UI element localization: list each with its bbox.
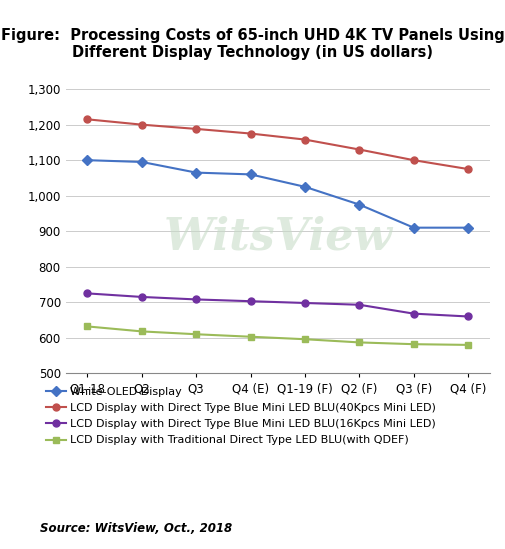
Line: LCD Display with Direct Type Blue Mini LED BLU(16Kpcs Mini LED): LCD Display with Direct Type Blue Mini L… <box>84 290 472 320</box>
Line: LCD Display with Direct Type Blue Mini LED BLU(40Kpcs Mini LED): LCD Display with Direct Type Blue Mini L… <box>84 116 472 172</box>
White-OLED Display <box>84 157 90 164</box>
LCD Display with Direct Type Blue Mini LED BLU(40Kpcs Mini LED) <box>247 130 254 137</box>
White-OLED Display <box>193 169 199 176</box>
Text: Figure:  Processing Costs of 65-inch UHD 4K TV Panels Using
Different Display Te: Figure: Processing Costs of 65-inch UHD … <box>1 28 504 60</box>
LCD Display with Direct Type Blue Mini LED BLU(40Kpcs Mini LED) <box>193 126 199 132</box>
LCD Display with Direct Type Blue Mini LED BLU(16Kpcs Mini LED) <box>139 294 145 300</box>
LCD Display with Traditional Direct Type LED BLU(with QDEF) <box>247 333 254 340</box>
Text: Source: WitsView, Oct., 2018: Source: WitsView, Oct., 2018 <box>40 522 232 535</box>
White-OLED Display <box>411 225 417 231</box>
Text: WitsView: WitsView <box>163 216 392 259</box>
LCD Display with Traditional Direct Type LED BLU(with QDEF) <box>357 339 363 346</box>
LCD Display with Direct Type Blue Mini LED BLU(16Kpcs Mini LED) <box>357 301 363 308</box>
LCD Display with Direct Type Blue Mini LED BLU(40Kpcs Mini LED) <box>411 157 417 164</box>
LCD Display with Direct Type Blue Mini LED BLU(40Kpcs Mini LED) <box>84 116 90 122</box>
White-OLED Display <box>247 171 254 178</box>
LCD Display with Traditional Direct Type LED BLU(with QDEF) <box>139 328 145 335</box>
LCD Display with Direct Type Blue Mini LED BLU(40Kpcs Mini LED) <box>302 136 308 143</box>
LCD Display with Direct Type Blue Mini LED BLU(16Kpcs Mini LED) <box>247 298 254 305</box>
White-OLED Display <box>357 201 363 208</box>
LCD Display with Traditional Direct Type LED BLU(with QDEF) <box>465 341 471 348</box>
White-OLED Display <box>465 225 471 231</box>
LCD Display with Direct Type Blue Mini LED BLU(40Kpcs Mini LED) <box>139 121 145 128</box>
Legend: White-OLED Display, LCD Display with Direct Type Blue Mini LED BLU(40Kpcs Mini L: White-OLED Display, LCD Display with Dir… <box>46 387 436 445</box>
White-OLED Display <box>302 183 308 190</box>
Line: White-OLED Display: White-OLED Display <box>84 156 472 231</box>
LCD Display with Direct Type Blue Mini LED BLU(16Kpcs Mini LED) <box>193 296 199 302</box>
LCD Display with Traditional Direct Type LED BLU(with QDEF) <box>193 331 199 338</box>
LCD Display with Direct Type Blue Mini LED BLU(16Kpcs Mini LED) <box>84 290 90 296</box>
LCD Display with Direct Type Blue Mini LED BLU(40Kpcs Mini LED) <box>357 146 363 153</box>
LCD Display with Traditional Direct Type LED BLU(with QDEF) <box>84 323 90 330</box>
LCD Display with Direct Type Blue Mini LED BLU(16Kpcs Mini LED) <box>465 313 471 320</box>
LCD Display with Direct Type Blue Mini LED BLU(16Kpcs Mini LED) <box>302 300 308 306</box>
LCD Display with Traditional Direct Type LED BLU(with QDEF) <box>411 341 417 348</box>
LCD Display with Traditional Direct Type LED BLU(with QDEF) <box>302 336 308 343</box>
LCD Display with Direct Type Blue Mini LED BLU(40Kpcs Mini LED) <box>465 166 471 172</box>
LCD Display with Direct Type Blue Mini LED BLU(16Kpcs Mini LED) <box>411 310 417 317</box>
Line: LCD Display with Traditional Direct Type LED BLU(with QDEF): LCD Display with Traditional Direct Type… <box>84 323 472 349</box>
White-OLED Display <box>139 159 145 165</box>
